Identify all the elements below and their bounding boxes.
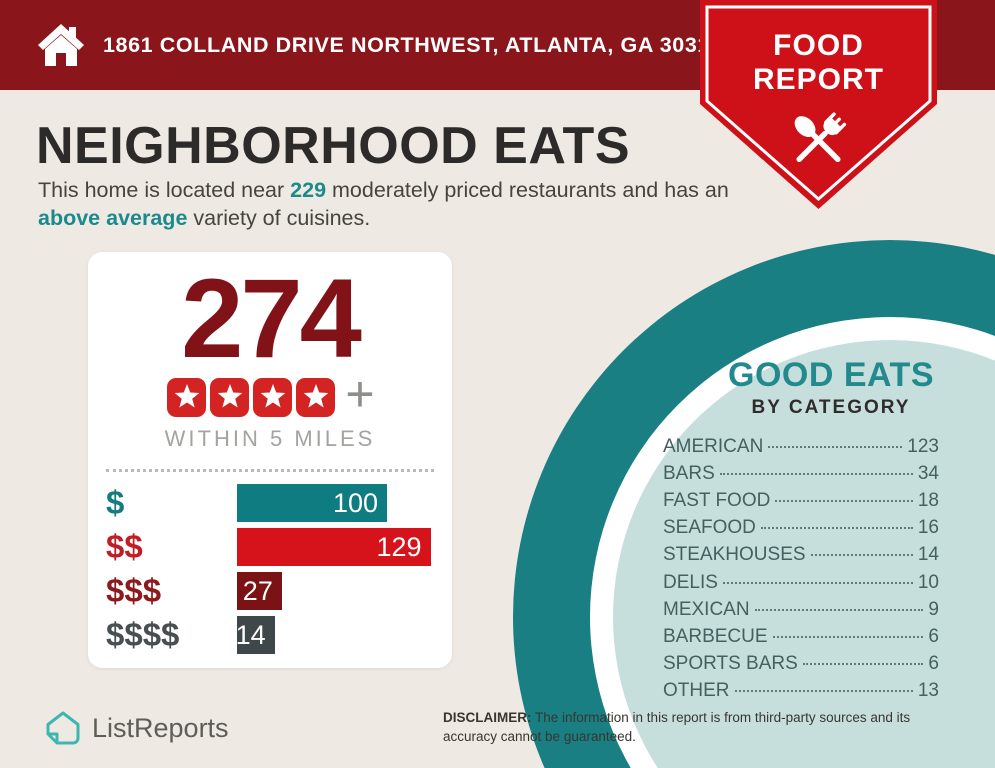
category-value: 9 — [928, 598, 939, 620]
price-tier-label: $$ — [106, 528, 143, 566]
category-list: AMERICAN 123 BARS 34 FAST FOOD 18 SEAFOOD 16 STE… — [663, 436, 939, 708]
price-tier-bar-chart: $100 $$ 129 $$$ 27 $$$$ 14 — [88, 484, 452, 655]
price-tier-row: $$$ 27 — [106, 572, 452, 611]
price-tier-bar: 100 — [237, 484, 387, 523]
price-tier-label: $$$$ — [106, 616, 180, 654]
category-name: SEAFOOD — [663, 517, 756, 539]
disclaimer-label: DISCLAIMER: — [443, 710, 532, 725]
category-name: AMERICAN — [663, 435, 764, 457]
category-row: STEAKHOUSES 14 — [663, 544, 939, 571]
category-name: MEXICAN — [663, 598, 750, 620]
category-row: FAST FOOD 18 — [663, 490, 939, 517]
category-value: 6 — [928, 626, 939, 647]
star-icon — [296, 377, 336, 417]
star-icon — [167, 377, 207, 417]
price-tier-row: $$$$ 14 — [106, 616, 452, 655]
category-value: 18 — [917, 490, 939, 512]
price-tier-value: 100 — [332, 487, 378, 518]
plus-sign: + — [345, 366, 375, 423]
category-row: DELIS 10 — [663, 572, 939, 599]
price-tier-value: 129 — [376, 531, 422, 562]
radius-label: WITHIN 5 MILES — [164, 426, 376, 452]
category-name: BARS — [663, 462, 715, 484]
restaurant-stats-card: 274 + WITHIN 5 MILES $100 $$ 129 $$$ 27 $$$$ 1… — [88, 252, 452, 668]
price-tier-bar: 129 — [237, 528, 431, 567]
category-row: SPORTS BARS 6 — [663, 653, 939, 680]
good-eats-title: GOOD EATS — [728, 356, 934, 394]
property-address: 1861 COLLAND DRIVE NORTHWEST, ATLANTA, G… — [103, 32, 723, 57]
star-rating: + — [88, 369, 452, 419]
category-row: BARS 34 — [663, 463, 939, 490]
category-row: MEXICAN 9 — [663, 599, 939, 626]
category-value: 34 — [917, 462, 939, 484]
good-eats-section: GOOD EATS BY CATEGORY AMERICAN 123 BARS 34 F… — [663, 357, 939, 708]
intro-part3: variety of cuisines. — [187, 206, 371, 231]
price-tier-value: 27 — [242, 575, 273, 606]
category-value: 13 — [917, 680, 939, 702]
category-name: STEAKHOUSES — [663, 544, 806, 566]
dotted-leader — [775, 500, 913, 503]
dotted-leader — [719, 472, 913, 475]
category-name: OTHER — [663, 680, 730, 702]
total-restaurants: 274 — [181, 256, 362, 381]
star-icon — [253, 377, 293, 417]
good-eats-subtitle: BY CATEGORY — [751, 396, 911, 418]
category-value: 6 — [928, 653, 939, 675]
dotted-leader — [768, 445, 903, 448]
dotted-leader — [754, 608, 924, 611]
intro-part1: This home is located near — [38, 178, 291, 202]
category-row: SEAFOOD 16 — [663, 517, 939, 544]
listreports-brand: ListReports — [44, 709, 229, 747]
price-tier-row: $$ 129 — [106, 528, 452, 567]
price-tier-bar: 27 — [237, 572, 282, 611]
category-name: SPORTS BARS — [663, 653, 798, 675]
category-value: 16 — [917, 517, 939, 539]
dotted-leader — [722, 581, 913, 584]
price-tier-value: 14 — [235, 619, 266, 650]
variety-rating: above average — [38, 206, 188, 231]
disclaimer-text: The information in this report is from t… — [443, 710, 911, 744]
page-title: NEIGHBORHOOD EATS — [36, 117, 631, 175]
category-value: 10 — [917, 571, 939, 593]
home-icon — [38, 24, 84, 66]
restaurant-count: 229 — [290, 178, 327, 202]
category-value: 14 — [917, 544, 939, 566]
price-tier-label: $$$ — [106, 572, 162, 610]
dotted-leader — [802, 663, 924, 666]
price-tier-row: $100 — [106, 484, 452, 523]
intro-part2: moderately priced restaurants and has an — [326, 178, 729, 202]
listreports-logo-icon — [46, 711, 80, 745]
crossed-spoon-fork-icon — [794, 112, 847, 163]
food-report-ribbon: FOOD REPORT — [700, 0, 937, 212]
category-row: OTHER 13 — [663, 680, 939, 707]
category-name: DELIS — [663, 571, 718, 593]
category-row: BARBECUE 6 — [663, 626, 939, 653]
category-row: AMERICAN 123 — [663, 436, 939, 463]
dotted-leader — [760, 527, 913, 530]
category-name: FAST FOOD — [663, 490, 771, 512]
price-tier-bar: 14 — [235, 616, 275, 655]
ribbon-line2: REPORT — [753, 63, 884, 96]
dotted-leader — [810, 554, 913, 557]
ribbon-line1: FOOD — [773, 29, 864, 62]
category-value: 123 — [907, 435, 939, 457]
disclaimer: DISCLAIMER: The information in this repo… — [443, 709, 958, 747]
intro-text: This home is located near 229 moderately… — [38, 176, 733, 233]
star-icon — [210, 377, 250, 417]
price-tier-label: $ — [106, 484, 125, 522]
listreports-wordmark: ListReports — [92, 712, 229, 743]
dotted-divider — [106, 469, 434, 473]
dotted-leader — [734, 690, 913, 693]
category-name: BARBECUE — [663, 626, 768, 647]
dotted-leader — [772, 636, 924, 638]
